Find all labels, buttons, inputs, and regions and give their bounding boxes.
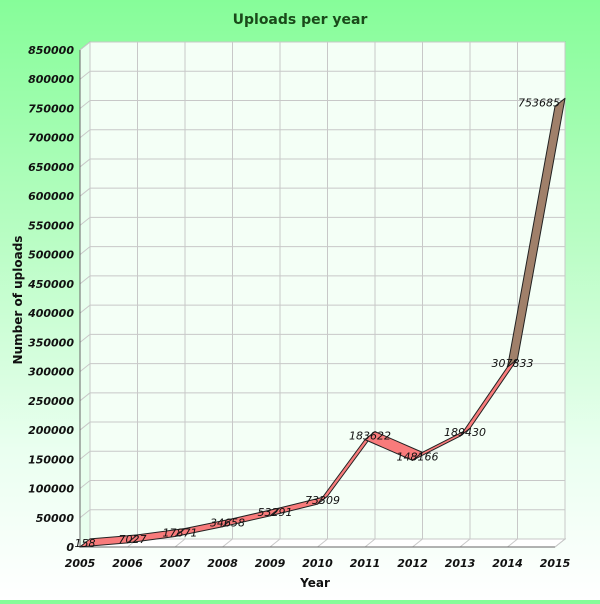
gridline-x-floor (269, 538, 281, 548)
gridline-y-side (79, 217, 91, 226)
gridline-y-side (79, 158, 91, 168)
y-tick-label: 650000 (28, 161, 74, 174)
gridline-y-side (79, 450, 91, 460)
y-axis-title: Number of uploads (11, 236, 25, 365)
y-tick-label: 850000 (28, 44, 74, 57)
data-label: 73309 (305, 494, 340, 507)
x-tick-label: 2015 (540, 557, 571, 570)
gridline-y-side (79, 100, 91, 109)
y-tick-label: 500000 (28, 249, 74, 262)
x-tick-label: 2013 (445, 557, 476, 570)
data-label: 53291 (258, 506, 293, 519)
gridline-x-floor (459, 538, 471, 548)
data-ribbon (79, 97, 566, 548)
y-tick-label: 400000 (27, 307, 74, 320)
y-tick-label: 200000 (28, 424, 74, 437)
gridline-x-floor (507, 538, 518, 548)
gridline-y-side (79, 246, 91, 256)
x-tick-label: 2012 (397, 557, 428, 570)
x-tick-label: 2005 (65, 557, 96, 570)
y-axis: 0 50000 100000 150000 200000 250000 300000 3500… (27, 44, 74, 554)
y-tick-label: 150000 (28, 453, 74, 466)
x-tick-label: 2008 (207, 557, 238, 570)
left-wall (79, 41, 91, 548)
chart-grid (79, 41, 566, 548)
data-label: 183622 (349, 430, 391, 443)
x-tick-label: 2007 (160, 557, 191, 570)
chart-walls (78, 41, 567, 548)
y-tick-label: 450000 (27, 278, 74, 291)
x-axis-title: Year (299, 576, 330, 590)
gridline-x-floor (317, 538, 328, 548)
data-label: 17871 (163, 527, 198, 540)
ribbon-segment (507, 97, 566, 368)
data-label: 189430 (444, 426, 486, 439)
data-labels: 158 7027 17871 34658 53291 73309 183622 148166 1… (75, 96, 561, 550)
gridline-y-side (79, 363, 91, 372)
gridline-x-floor (364, 538, 376, 548)
y-tick-label: 100000 (28, 483, 74, 496)
x-tick-label: 2011 (350, 557, 381, 570)
chart-title: Uploads per year (233, 12, 368, 28)
data-label: 148166 (397, 450, 439, 463)
gridline-y-side (79, 333, 91, 343)
y-tick-label: 250000 (28, 395, 74, 408)
gridline-x-floor (174, 538, 186, 548)
gridline-y-side (79, 41, 91, 51)
gridline-y-side (79, 509, 91, 519)
gridline-x-floor (222, 538, 233, 548)
x-tick-label: 2010 (302, 557, 333, 570)
y-tick-label: 800000 (28, 73, 74, 86)
data-label: 34658 (210, 517, 245, 530)
gridline-y-side (79, 187, 91, 197)
gridline-y-side (79, 304, 91, 314)
y-tick-label: 300000 (28, 366, 74, 379)
x-tick-label: 2006 (112, 557, 143, 570)
data-label: 307833 (492, 357, 534, 370)
y-tick-label: 50000 (36, 512, 75, 525)
x-tick-label: 2009 (255, 557, 286, 570)
y-tick-label: 350000 (28, 336, 74, 349)
x-axis: 2005 2006 2007 2008 2009 2010 2011 2012 2013 2014… (65, 557, 571, 570)
y-tick-label: 700000 (28, 132, 74, 145)
y-tick-label: 0 (66, 541, 74, 554)
gridline-y-side (79, 421, 91, 431)
x-tick-label: 2014 (492, 557, 523, 570)
gridline-y-side (79, 70, 91, 80)
data-label: 753685 (518, 96, 560, 109)
y-tick-label: 550000 (28, 219, 74, 232)
gridline-y-side (79, 129, 91, 139)
data-label: 7027 (119, 533, 147, 546)
gridline-x-floor (412, 538, 423, 548)
data-label: 158 (75, 537, 96, 550)
gridline-x-floor (554, 538, 566, 548)
y-tick-label: 600000 (28, 190, 74, 203)
y-tick-label: 750000 (28, 102, 74, 115)
gridline-y-side (79, 480, 91, 489)
gridline-y-side (79, 392, 91, 402)
gridline-y-side (79, 275, 91, 285)
